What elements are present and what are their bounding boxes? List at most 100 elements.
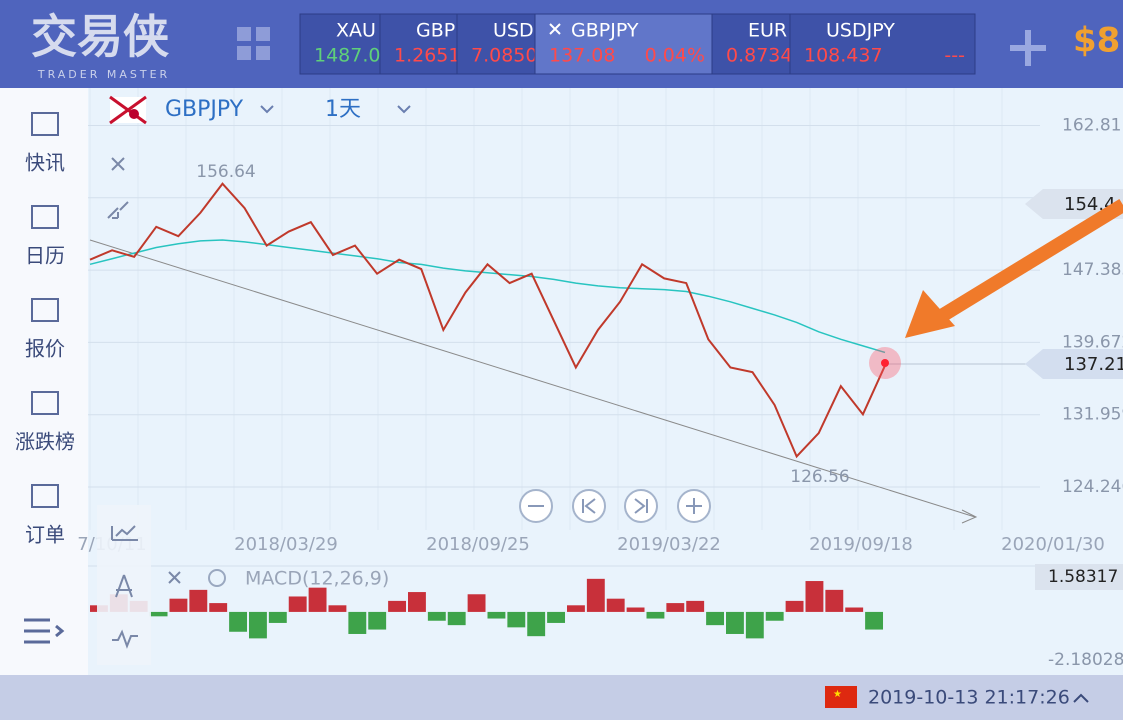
ticker-tab[interactable] <box>789 13 976 75</box>
sidebar-item[interactable]: 涨跌榜 <box>15 430 75 454</box>
symbol-dropdown[interactable] <box>260 105 274 114</box>
macd-bar <box>388 600 407 612</box>
macd-bar <box>586 578 605 612</box>
nav-glyphs <box>528 498 702 514</box>
flag-uk <box>109 95 147 125</box>
macd-bar <box>825 589 844 612</box>
macd-bar <box>487 611 506 619</box>
sidebar-icon[interactable] <box>31 112 59 136</box>
ticker-price: 0.8734 <box>726 45 792 67</box>
macd-bar <box>249 611 267 639</box>
sidebar-item[interactable]: 报价 <box>25 337 65 361</box>
macd-tick-label: 1.58317 <box>1048 567 1118 587</box>
close-icon[interactable] <box>111 157 125 171</box>
symbol[interactable]: GBPJPY <box>165 97 244 122</box>
sidebar-item[interactable]: 快讯 <box>25 151 65 175</box>
ticker-price: 108.437 <box>804 45 883 67</box>
y-tick-label: 131.959 <box>1062 405 1123 425</box>
go-start[interactable] <box>572 489 606 523</box>
macd-bar <box>467 594 486 612</box>
macd-bar <box>507 611 526 628</box>
pointer-arrow <box>931 199 1123 326</box>
macd-tick-label: -2.18028 <box>1048 650 1123 670</box>
macd-bar <box>567 605 585 612</box>
macd-title: MACD(12,26,9) <box>245 568 389 590</box>
ticker-price: 1487.0 <box>314 45 380 67</box>
y-tick-label: 147.385 <box>1062 260 1123 280</box>
sidebar-icon[interactable] <box>31 484 59 508</box>
macd-bar <box>646 611 665 619</box>
price-tag-label: 137.21 <box>1064 354 1123 375</box>
shrink-icon[interactable] <box>107 201 129 219</box>
macd-settings[interactable] <box>208 569 226 587</box>
draw-icon[interactable] <box>115 574 133 598</box>
macd-bar <box>288 596 307 612</box>
ticker-tab[interactable] <box>711 13 803 75</box>
ticker-name: XAU <box>336 20 376 42</box>
wave-icon[interactable] <box>112 629 138 649</box>
macd-bar <box>149 611 168 617</box>
macd-bar <box>427 611 446 621</box>
macd-bar <box>527 611 546 637</box>
sidebar-icon[interactable] <box>31 391 59 415</box>
macd-bar <box>845 607 864 612</box>
y-tick-label: 124.246 <box>1062 477 1123 497</box>
chart-area <box>88 88 1123 675</box>
ticker-name: EUR <box>748 20 787 42</box>
ticker-price: 7.0850 <box>471 45 537 67</box>
price-tag <box>1025 349 1123 379</box>
x-tick-label: 2018/09/25 <box>426 534 530 555</box>
current-dot <box>881 359 889 367</box>
grid-icon[interactable] <box>237 27 270 60</box>
period-dropdown[interactable] <box>397 105 411 114</box>
indicator-icon[interactable] <box>111 525 138 541</box>
bottom-bar <box>0 675 1123 720</box>
macd-bar <box>209 603 228 612</box>
sidebar-item[interactable]: 日历 <box>25 244 65 268</box>
sidebar-item[interactable]: 订单 <box>25 523 65 547</box>
ticker-tab[interactable] <box>299 13 396 75</box>
macd-bar <box>706 611 725 626</box>
macd-tag <box>1035 564 1123 590</box>
macd-bar <box>308 587 327 612</box>
period[interactable]: 1天 <box>325 97 361 122</box>
flag-star: ★ <box>833 689 842 700</box>
datetime: 2019-10-13 21:17:26 <box>868 687 1070 709</box>
ticker-change: 0.04% <box>645 45 705 67</box>
macd-bar <box>229 611 248 632</box>
macd-bar <box>686 600 705 612</box>
macd-bar <box>547 611 566 623</box>
macd-bar <box>726 611 744 634</box>
macd-bar <box>348 611 367 634</box>
ticker-tab[interactable] <box>534 13 716 75</box>
tool-panel <box>97 505 151 665</box>
macd-bar <box>368 611 387 630</box>
add-icon[interactable] <box>1010 30 1046 66</box>
tab-close[interactable] <box>549 23 561 35</box>
trend-arrow <box>961 509 978 524</box>
go-end[interactable] <box>624 489 658 523</box>
macd-bar <box>328 605 347 612</box>
ma-line <box>89 239 886 354</box>
macd-close[interactable] <box>168 571 181 584</box>
x-tick-label: 2020/01/30 <box>1001 534 1105 555</box>
macd-bar <box>447 611 466 626</box>
x-tick-label: 2019/03/22 <box>617 534 721 555</box>
menu-icon[interactable] <box>24 618 65 644</box>
low-label: 126.56 <box>790 467 849 487</box>
flag-jp <box>129 109 139 119</box>
macd-bar <box>408 592 426 612</box>
macd-bar <box>666 603 685 612</box>
balance[interactable]: $8 <box>1073 21 1120 61</box>
expand-icon[interactable] <box>1073 693 1089 703</box>
ticker-change: --- <box>944 45 965 67</box>
sidebar-icon[interactable] <box>31 205 59 229</box>
pointer-head <box>905 290 955 338</box>
price-tag <box>1025 189 1123 219</box>
macd-bar <box>865 611 884 630</box>
y-tick-label: 139.672 <box>1062 332 1123 352</box>
sidebar-icon[interactable] <box>31 298 59 322</box>
logo: 交易侠 <box>31 10 170 64</box>
